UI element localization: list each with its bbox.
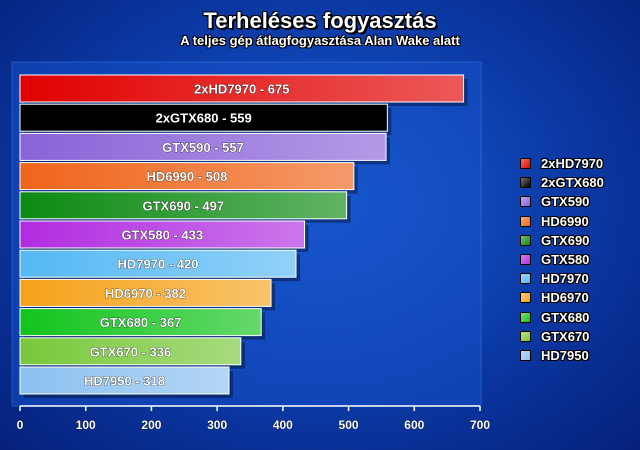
x-tick-label: 300 (207, 418, 227, 432)
legend-label: HD6970 (541, 290, 589, 306)
bar-label: HD6990 - 508 (146, 169, 227, 184)
x-tick-label: 600 (404, 418, 424, 432)
legend-swatch (520, 234, 531, 246)
x-tick-label: 500 (339, 418, 359, 432)
legend-label: GTX590 (541, 194, 590, 210)
bar-label: 2xHD7970 - 675 (194, 82, 289, 97)
bar-hd6990 (19, 162, 355, 191)
legend-item: GTX580 (520, 250, 604, 269)
legend-label: GTX580 (541, 252, 590, 268)
legend-item: HD6970 (520, 288, 604, 307)
legend: 2xHD7970 2xGTX680 GTX590 HD6990 GTX690 GTX580… (520, 154, 604, 365)
legend-label: HD7950 (541, 347, 589, 363)
bar-label: HD6970 - 382 (105, 286, 186, 301)
legend-swatch (520, 158, 531, 170)
x-tick-label: 100 (76, 418, 96, 432)
bar-label: 2xGTX680 - 559 (156, 111, 252, 126)
bar-gtx680 (19, 308, 262, 337)
bar-2xhd7970 (19, 74, 465, 103)
legend-swatch (520, 349, 531, 361)
legend-label: GTX680 (541, 309, 590, 325)
legend-label: GTX690 (541, 232, 590, 248)
legend-item: HD6990 (520, 212, 604, 231)
legend-swatch (520, 215, 531, 227)
legend-label: 2xHD7970 (541, 156, 604, 172)
bar-label: HD7950 - 318 (84, 374, 165, 389)
legend-item: HD7970 (520, 269, 604, 288)
bar-label: HD7970 - 420 (118, 257, 199, 272)
legend-swatch (520, 330, 531, 342)
x-tick-label: 0 (17, 418, 24, 432)
bar-gtx590 (19, 132, 387, 161)
legend-item: GTX590 (520, 192, 604, 211)
bar-label: GTX690 - 497 (142, 198, 224, 213)
x-tick-label: 200 (141, 418, 161, 432)
legend-item: GTX680 (520, 308, 604, 327)
bar-hd7950 (19, 366, 230, 395)
chart-title: Terheléses fogyasztás (203, 8, 437, 33)
legend-swatch (520, 196, 531, 208)
x-tick-label: 400 (273, 418, 293, 432)
chart-subtitle: A teljes gép átlagfogyasztása Alan Wake … (180, 33, 460, 48)
legend-swatch (520, 292, 531, 304)
bar-2xgtx680 (19, 103, 388, 132)
legend-item: 2xHD7970 (520, 154, 604, 173)
x-tick-label: 700 (470, 418, 490, 432)
legend-item: HD7950 (520, 346, 604, 365)
bar-gtx670 (19, 337, 242, 366)
legend-label: HD6990 (541, 213, 589, 229)
legend-label: 2xGTX680 (541, 175, 604, 191)
bar-label: GTX590 - 557 (162, 140, 244, 155)
legend-swatch (520, 311, 531, 323)
bar-gtx690 (19, 191, 348, 220)
bar-label: GTX670 - 336 (90, 344, 172, 359)
legend-swatch (520, 177, 531, 189)
legend-label: HD7970 (541, 271, 589, 287)
bar-hd6970 (19, 278, 272, 307)
bar-label: GTX580 - 433 (121, 228, 203, 243)
bar-label: GTX680 - 367 (100, 315, 182, 330)
legend-swatch (520, 273, 531, 285)
legend-item: GTX690 (520, 231, 604, 250)
legend-item: GTX670 (520, 327, 604, 346)
bar-gtx580 (19, 220, 306, 249)
bar-hd7970 (19, 249, 297, 278)
legend-label: GTX670 (541, 328, 590, 344)
legend-swatch (520, 254, 531, 266)
legend-item: 2xGTX680 (520, 173, 604, 192)
